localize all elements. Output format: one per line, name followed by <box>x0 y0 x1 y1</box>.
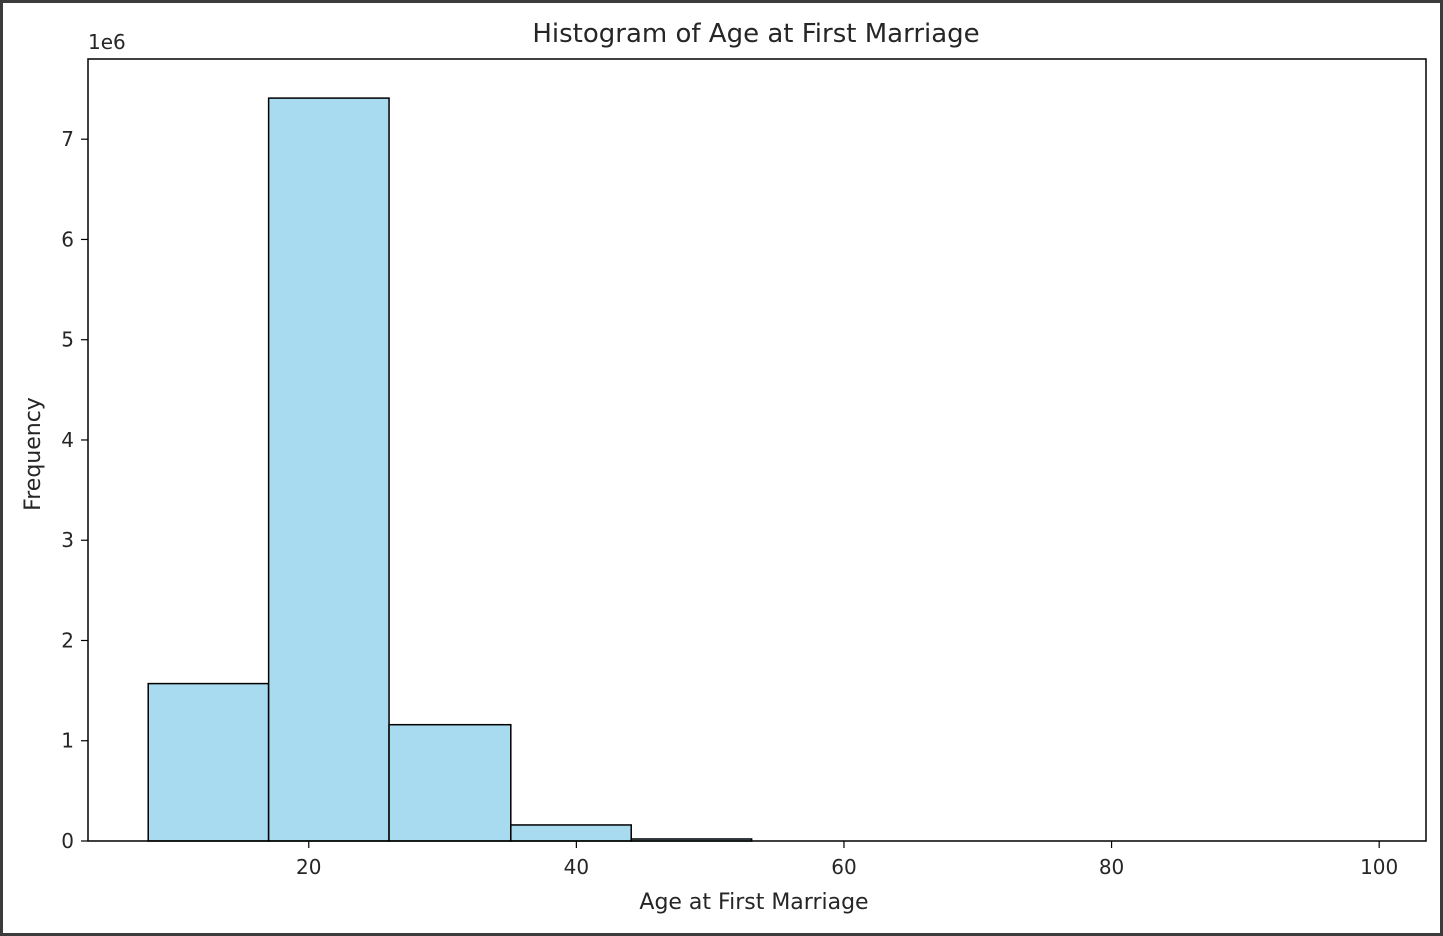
y-tick-label: 3 <box>61 528 74 552</box>
histogram-bar-2 <box>388 723 512 842</box>
y-tick-label: 0 <box>61 829 74 853</box>
chart-title: Histogram of Age at First Marriage <box>532 19 979 49</box>
histogram-bar-3 <box>510 824 632 842</box>
y-axis-label: Frequency <box>21 397 46 511</box>
x-tick-label: 60 <box>831 855 856 879</box>
x-tick-label: 40 <box>564 855 589 879</box>
y-offset-label: 1e6 <box>88 30 126 54</box>
x-ticks-group: 20 40 60 80 100 <box>296 841 1398 879</box>
bars-group <box>147 97 753 842</box>
x-tick-label: 80 <box>1099 855 1124 879</box>
plot-area-border <box>87 58 1427 842</box>
x-tick-label: 100 <box>1360 855 1398 879</box>
y-tick-label: 2 <box>61 628 74 652</box>
histogram-bar-1 <box>267 97 390 842</box>
y-tick-label: 1 <box>61 729 74 753</box>
y-ticks-group: 0 1 2 3 4 5 6 7 <box>61 127 88 853</box>
y-tick-label: 5 <box>61 328 74 352</box>
x-tick-label: 20 <box>296 855 321 879</box>
y-tick-label: 6 <box>61 227 74 251</box>
histogram-bar-0 <box>147 682 270 842</box>
y-tick-label: 4 <box>61 428 74 452</box>
x-axis-label: Age at First Marriage <box>639 890 868 915</box>
y-tick-label: 7 <box>61 127 74 151</box>
